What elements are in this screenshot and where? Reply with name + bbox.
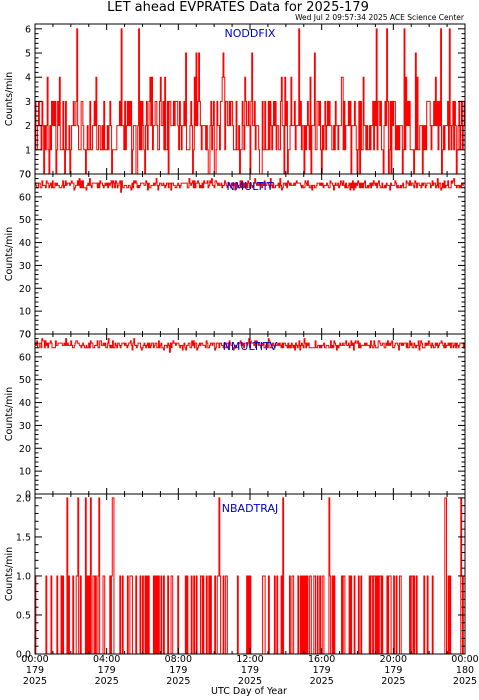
y-tick-label: 50: [19, 375, 31, 386]
y-tick-label: 1.0: [16, 571, 31, 582]
series-line-noddfix: [35, 28, 465, 175]
x-tick-label: 2025: [95, 676, 119, 687]
panel-nmultit: 0 10 20 30 40 50 60 70 Counts/min NMULTIT: [4, 170, 466, 341]
chart-panels: 0 1 2 3 4 5 6 Counts/min NODDFIX 0 10 20 30 40 50 60 70 C…: [4, 23, 466, 661]
x-tick-label: 2025: [381, 676, 405, 687]
y-tick-label: 1.5: [16, 532, 31, 543]
y-tick-label: 2: [25, 121, 31, 132]
x-tick-label: 179: [241, 665, 259, 676]
y-tick-label: 70: [19, 330, 31, 341]
series-name-label: NMULTITV: [223, 340, 278, 353]
x-axis-tick-labels: 00:00179202504:00179202508:00179202512:0…: [21, 654, 478, 687]
x-tick-label: 2025: [23, 676, 47, 687]
y-tick-label: 30: [19, 261, 31, 272]
series-name-label: NODDFIX: [225, 27, 276, 40]
series-line-nbadtraj: [35, 497, 465, 655]
series-line-nmultit: [35, 178, 465, 193]
y-tick-label: 10: [19, 467, 31, 478]
y-tick-label: 20: [19, 444, 31, 455]
plot-frame: [34, 333, 466, 495]
y-axis-title: Counts/min: [4, 72, 15, 126]
x-tick-label: 12:00: [236, 654, 263, 665]
x-tick-label: 179: [98, 665, 116, 676]
x-axis-title: UTC Day of Year: [211, 686, 287, 697]
x-tick-label: 08:00: [165, 654, 192, 665]
x-tick-label: 00:00: [21, 654, 48, 665]
y-tick-label: 60: [19, 352, 31, 363]
y-tick-label: 0: [25, 490, 31, 501]
y-tick-label: 5: [25, 49, 31, 60]
x-tick-label: 179: [26, 665, 44, 676]
x-tick-label: 2025: [238, 676, 262, 687]
y-tick-label: 3: [25, 97, 31, 108]
y-tick-label: 0: [25, 170, 31, 181]
y-axis-title: Counts/min: [4, 227, 15, 281]
y-tick-label: 0.5: [16, 610, 31, 621]
y-axis-title: Counts/min: [4, 547, 15, 601]
y-tick-label: 30: [19, 421, 31, 432]
x-tick-label: 179: [169, 665, 187, 676]
x-tick-label: 20:00: [380, 654, 407, 665]
y-tick-label: 0.0: [16, 650, 31, 661]
y-tick-label: 2.0: [16, 493, 31, 504]
x-tick-label: 2025: [310, 676, 334, 687]
series-name-label: NBADTRAJ: [222, 502, 278, 515]
x-tick-label: 2025: [453, 676, 477, 687]
series-name-label: NMULTIT: [226, 180, 273, 193]
plot-frame: [34, 173, 466, 335]
chart-title: LET ahead EVPRATES Data for 2025-179: [107, 0, 369, 15]
y-tick-label: 1: [25, 145, 31, 156]
y-tick-label: 0: [25, 330, 31, 341]
y-tick-label: 4: [25, 73, 31, 84]
panel-nmultitv: 0 10 20 30 40 50 60 70 Counts/min NMULTITV: [4, 330, 466, 501]
y-axis-title: Counts/min: [4, 387, 15, 441]
x-tick-label: 179: [313, 665, 331, 676]
x-tick-label: 00:00: [451, 654, 478, 665]
series-line-nmultitv: [35, 338, 465, 353]
y-tick-label: 50: [19, 215, 31, 226]
x-tick-label: 04:00: [93, 654, 120, 665]
y-tick-label: 70: [19, 170, 31, 181]
y-tick-label: 40: [19, 398, 31, 409]
x-tick-label: 2025: [166, 676, 190, 687]
x-tick-label: 180: [456, 665, 474, 676]
y-tick-label: 40: [19, 238, 31, 249]
y-tick-label: 20: [19, 284, 31, 295]
panel-nbadtraj: 0.0 0.5 1.0 1.5 2.0 Counts/min NBADTRAJ: [4, 493, 466, 661]
y-tick-label: 60: [19, 192, 31, 203]
y-tick-label: 6: [25, 24, 31, 35]
timestamp-label: Wed Jul 2 09:57:34 2025 ACE Science Cent…: [295, 13, 465, 22]
y-tick-label: 10: [19, 307, 31, 318]
panel-noddfix: 0 1 2 3 4 5 6 Counts/min NODDFIX: [4, 23, 466, 181]
x-tick-label: 16:00: [308, 654, 335, 665]
x-tick-label: 179: [384, 665, 402, 676]
